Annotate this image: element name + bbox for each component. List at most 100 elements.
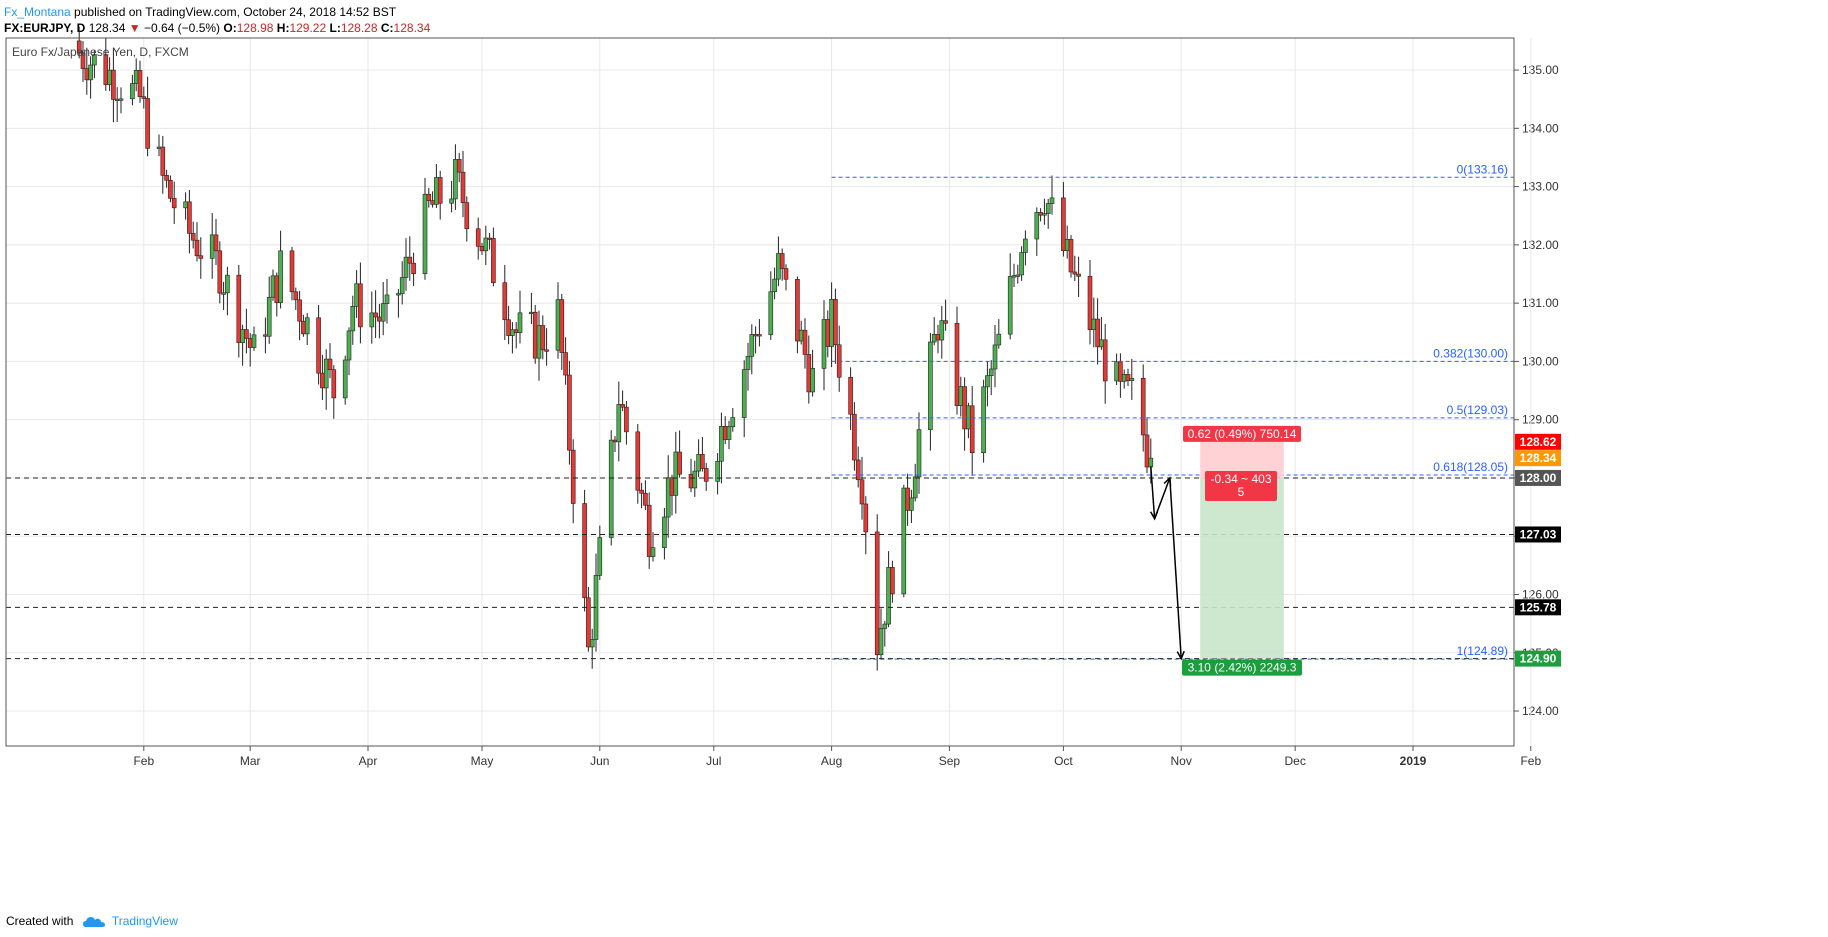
candle-body xyxy=(1068,239,1074,273)
candle-body xyxy=(194,239,200,257)
candle-body xyxy=(532,311,538,359)
candle-body xyxy=(84,68,90,81)
candle-body xyxy=(506,319,511,336)
candle-body xyxy=(798,329,804,342)
candle-body xyxy=(297,299,302,322)
x-tick-label: Oct xyxy=(1054,754,1073,768)
level-badge-125-78: 125.78 xyxy=(1520,600,1557,614)
candle-body xyxy=(741,369,747,418)
tradingview-link[interactable]: TradingView xyxy=(111,914,178,928)
fib-level-label: 0.382(130.00) xyxy=(1433,346,1508,360)
candle-body xyxy=(726,426,732,440)
candle-body xyxy=(1038,212,1043,216)
created-with-label: Created with xyxy=(6,914,74,928)
candle-body xyxy=(217,250,223,294)
candle-body xyxy=(187,201,192,234)
candle-body xyxy=(863,503,869,533)
candle-body xyxy=(992,344,998,370)
candle-body xyxy=(768,291,774,336)
candle-body xyxy=(616,404,622,443)
candle-body xyxy=(909,497,914,511)
candle-body xyxy=(251,334,257,348)
candle-body xyxy=(1095,318,1100,348)
candle-body xyxy=(1129,377,1135,381)
candle-body xyxy=(821,319,827,369)
candle-body xyxy=(563,352,568,376)
candle-body xyxy=(1091,318,1097,330)
y-tick-label: 132.00 xyxy=(1522,238,1559,252)
candle-body xyxy=(1076,273,1081,277)
target-label: 3.10 (2.42%) 2249.3 xyxy=(1188,661,1297,675)
candle-body xyxy=(852,413,857,461)
y-tick-label: 131.00 xyxy=(1522,296,1559,310)
candle-body xyxy=(650,547,656,557)
down-arrow-icon: ▼ xyxy=(128,21,141,35)
author-link[interactable]: Fx_Montana xyxy=(4,5,71,19)
candle-body xyxy=(806,354,812,393)
candle-body xyxy=(935,334,941,341)
x-tick-label: Feb xyxy=(133,754,154,768)
candle-body xyxy=(1121,374,1127,382)
candle-body xyxy=(901,487,907,595)
target-label-box xyxy=(1182,659,1302,676)
tradingview-cloud-icon xyxy=(82,916,105,927)
candle-body xyxy=(730,417,736,428)
candle-body xyxy=(1049,197,1055,204)
candle-body xyxy=(544,349,549,352)
candle-body xyxy=(1019,252,1024,276)
candle-body xyxy=(996,333,1002,346)
candle-body xyxy=(373,312,378,318)
candle-body xyxy=(107,69,112,85)
level-badge-125-78-box xyxy=(1515,599,1561,616)
ohlc-line: FX:EURJPY, D 128.34 ▼ −0.64 (−0.5%) O:12… xyxy=(4,20,1504,36)
candle-body xyxy=(221,292,226,295)
candle-body xyxy=(703,468,709,482)
x-tick-label: Feb xyxy=(1520,754,1541,768)
candle-body xyxy=(719,425,724,462)
candle-body xyxy=(1125,374,1131,381)
candle-body xyxy=(848,376,853,415)
candle-body xyxy=(1061,197,1066,251)
candle-body xyxy=(354,283,359,307)
candle-body xyxy=(1144,434,1150,468)
price-chart[interactable]: 124.00125.00126.00127.00128.00129.00130.… xyxy=(0,0,1828,910)
candle-body xyxy=(240,329,245,343)
candle-body xyxy=(270,275,276,298)
publish-line: Fx_Montana published on TradingView.com,… xyxy=(4,4,1504,20)
y-tick-label: 133.00 xyxy=(1522,180,1559,194)
candle-body xyxy=(384,294,390,304)
candle-body xyxy=(529,311,534,315)
candle-body xyxy=(722,425,728,440)
publish-info: published on TradingView.com, October 24… xyxy=(74,5,397,19)
candle-body xyxy=(1087,276,1093,330)
close-label: C: xyxy=(380,21,394,35)
candle-body xyxy=(939,320,945,341)
candle-body xyxy=(198,255,204,259)
candle-body xyxy=(700,454,705,469)
symbol-label: FX:EURJPY, D xyxy=(4,21,86,35)
candle-body xyxy=(567,374,572,451)
candle-body xyxy=(639,489,644,494)
candle-body xyxy=(1064,239,1070,251)
candle-body xyxy=(931,334,937,343)
low-value: 128.28 xyxy=(340,21,378,35)
candle-body xyxy=(745,356,751,370)
candle-body xyxy=(449,198,454,204)
last-price-badge-box xyxy=(1515,450,1561,467)
candle-body xyxy=(620,404,625,408)
candle-body xyxy=(1023,238,1028,253)
candle-body xyxy=(377,316,382,322)
candle-body xyxy=(677,451,682,475)
candle-body xyxy=(969,405,975,454)
candle-body xyxy=(886,567,891,625)
candle-body xyxy=(396,293,401,296)
candle-body xyxy=(859,479,865,505)
candle-body xyxy=(795,278,800,342)
last-price: 128.34 xyxy=(88,21,126,35)
candle-body xyxy=(779,253,785,269)
candle-body xyxy=(422,193,428,274)
candle-body xyxy=(118,98,124,101)
candle-body xyxy=(456,159,462,173)
candle-body xyxy=(111,69,116,100)
candle-body xyxy=(582,503,587,599)
